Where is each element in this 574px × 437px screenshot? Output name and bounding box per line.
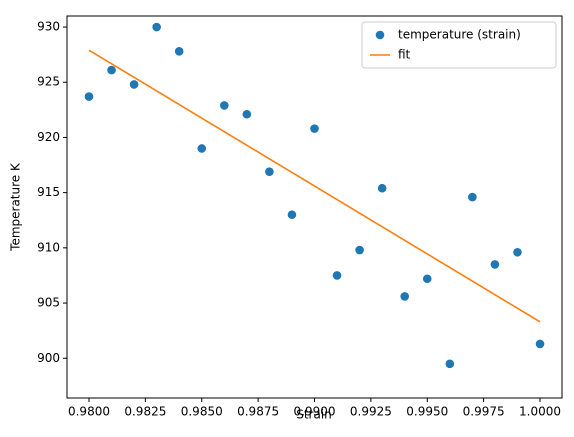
point xyxy=(174,47,184,56)
y-tick-label: 930 xyxy=(37,20,60,34)
x-tick-label: 0.9900 xyxy=(294,405,336,419)
point xyxy=(152,22,161,32)
y-tick-label: 900 xyxy=(37,351,60,365)
point xyxy=(129,80,139,89)
y-tick-label: 920 xyxy=(37,130,60,144)
legend-box xyxy=(361,21,557,69)
x-tick-label: 0.9825 xyxy=(124,405,166,419)
point xyxy=(377,183,387,193)
point xyxy=(468,192,477,202)
x-tick-label: 0.9925 xyxy=(350,405,392,419)
x-tick-label: 1.0000 xyxy=(519,405,561,419)
point xyxy=(490,260,500,269)
x-axis-label: Strain xyxy=(296,408,332,422)
x-tick-label: 0.9850 xyxy=(181,405,223,419)
point xyxy=(287,210,297,220)
x-tick-label: 0.9950 xyxy=(406,405,448,419)
point xyxy=(400,292,410,301)
point xyxy=(84,92,94,101)
x-tick-label: 0.9800 xyxy=(68,405,110,419)
legend-marker xyxy=(375,30,385,40)
y-tick-label: 905 xyxy=(37,296,60,310)
y-axis-label: Temperature K xyxy=(9,162,23,252)
point xyxy=(422,274,432,284)
legend-label: temperature (strain) xyxy=(398,28,521,42)
point xyxy=(107,65,116,75)
x-tick-label: 0.9875 xyxy=(237,405,279,419)
point xyxy=(242,109,252,119)
point xyxy=(265,167,274,176)
point xyxy=(197,144,207,153)
point xyxy=(310,124,319,133)
y-tick-label: 910 xyxy=(37,240,60,254)
legend-label: fit xyxy=(398,48,411,62)
point xyxy=(535,339,545,349)
y-tick-label: 925 xyxy=(37,75,60,89)
plot-frame xyxy=(66,15,563,399)
point xyxy=(219,101,229,110)
point xyxy=(332,271,342,280)
fit-line xyxy=(88,49,541,323)
point xyxy=(445,359,455,369)
point xyxy=(513,247,522,257)
point xyxy=(355,245,364,255)
x-tick-label: 0.9975 xyxy=(463,405,505,419)
y-tick-label: 915 xyxy=(37,185,60,199)
